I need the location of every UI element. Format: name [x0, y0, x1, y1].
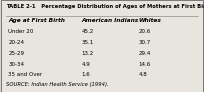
Text: SOURCE: Indian Health Service (1994).: SOURCE: Indian Health Service (1994).: [6, 82, 109, 87]
Text: Whites: Whites: [139, 18, 162, 23]
Text: Under 20: Under 20: [8, 29, 33, 34]
Text: 4.8: 4.8: [139, 72, 147, 77]
Text: 20-24: 20-24: [8, 40, 24, 45]
Text: 29.4: 29.4: [139, 51, 151, 56]
Text: 4.9: 4.9: [82, 62, 90, 67]
Text: 30-34: 30-34: [8, 62, 24, 67]
Text: 1.6: 1.6: [82, 72, 90, 77]
Text: 20.6: 20.6: [139, 29, 151, 34]
Text: 35 and Over: 35 and Over: [8, 72, 42, 77]
Text: 30.7: 30.7: [139, 40, 151, 45]
Text: 35.1: 35.1: [82, 40, 94, 45]
Text: Age at First Birth: Age at First Birth: [8, 18, 65, 23]
Text: 45.2: 45.2: [82, 29, 94, 34]
Text: TABLE 2-1   Percentage Distribution of Ages of Mothers at First Birth by Race of: TABLE 2-1 Percentage Distribution of Age…: [6, 4, 204, 9]
Text: 13.2: 13.2: [82, 51, 94, 56]
Text: 25-29: 25-29: [8, 51, 24, 56]
Text: 14.6: 14.6: [139, 62, 151, 67]
Text: American Indians: American Indians: [82, 18, 139, 23]
